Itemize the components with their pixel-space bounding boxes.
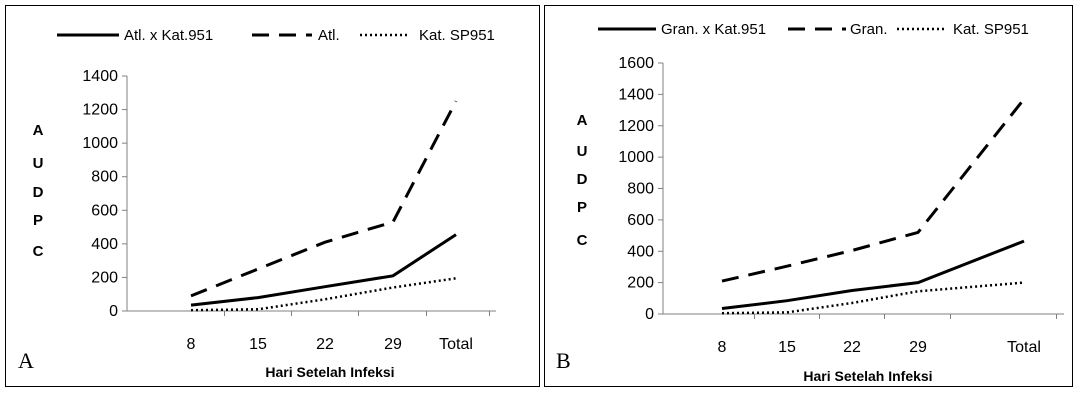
series-line-solid: [721, 239, 1025, 310]
y-tick-label: 1600: [618, 55, 654, 72]
panel-frame: [5, 5, 540, 387]
legend-label: Atl.: [318, 27, 340, 44]
x-tick-label: 22: [316, 336, 334, 353]
y-tick-label: 1000: [618, 149, 654, 166]
x-tick-label: 15: [249, 336, 267, 353]
x-tick-label: Total: [439, 336, 473, 353]
y-tick-label: 1400: [82, 68, 118, 85]
x-tick-label: 8: [187, 336, 196, 353]
series-line-solid: [190, 233, 457, 307]
y-tick-label: 600: [91, 202, 118, 219]
series-line-dotted: [190, 277, 457, 312]
y-tick-label: 400: [91, 236, 118, 253]
y-axis-label-letter: U: [577, 143, 588, 160]
legend-label: Kat. SP951: [953, 21, 1029, 38]
y-axis-label-letter: U: [33, 155, 44, 172]
y-axis-label-letter: D: [33, 184, 44, 201]
y-tick-label: 0: [109, 303, 118, 320]
series-line-dashed: [190, 100, 458, 298]
y-tick-label: 400: [627, 243, 654, 260]
x-tick-label: 29: [384, 336, 402, 353]
y-axis-label-letter: P: [33, 212, 43, 229]
series-line-dashed: [721, 98, 1026, 283]
y-tick-label: 1200: [618, 118, 654, 135]
legend-label: Kat. SP951: [419, 27, 495, 44]
legend-label: Gran. x Kat.951: [661, 21, 766, 38]
panel-letter: B: [556, 348, 571, 373]
y-axis-label-letter: A: [577, 112, 588, 129]
y-tick-label: 200: [627, 275, 654, 292]
y-tick-label: 200: [91, 269, 118, 286]
x-axis-label: Hari Setelah Infeksi: [265, 364, 394, 380]
y-tick-label: 800: [627, 181, 654, 198]
panel-frame: [544, 5, 1073, 387]
y-tick-label: 1200: [82, 102, 118, 119]
y-tick-label: 600: [627, 212, 654, 229]
panel-letter: A: [18, 348, 34, 373]
x-tick-label: 29: [909, 339, 927, 356]
y-tick-label: 800: [91, 169, 118, 186]
y-axis-label-letter: D: [577, 171, 588, 188]
series-line-dotted: [721, 281, 1025, 315]
y-tick-label: 1400: [618, 86, 654, 103]
y-axis-label-letter: C: [577, 232, 588, 249]
y-tick-label: 0: [645, 306, 654, 323]
x-tick-label: Total: [1007, 339, 1041, 356]
y-tick-label: 1000: [82, 135, 118, 152]
x-axis-label: Hari Setelah Infeksi: [803, 368, 932, 384]
legend-label: Atl. x Kat.951: [124, 27, 213, 44]
y-axis-label-letter: C: [33, 243, 44, 260]
x-tick-label: 22: [843, 339, 861, 356]
chart-panel-b: 0 200 400 600 800 1000 1200 1400 1600 8 15 22 29 Tota…: [544, 5, 1073, 387]
y-axis-label-letter: P: [577, 199, 587, 216]
y-axis-label-letter: A: [33, 122, 44, 139]
x-tick-label: 15: [778, 339, 796, 356]
legend-label: Gran.: [850, 21, 888, 38]
x-tick-label: 8: [718, 339, 727, 356]
